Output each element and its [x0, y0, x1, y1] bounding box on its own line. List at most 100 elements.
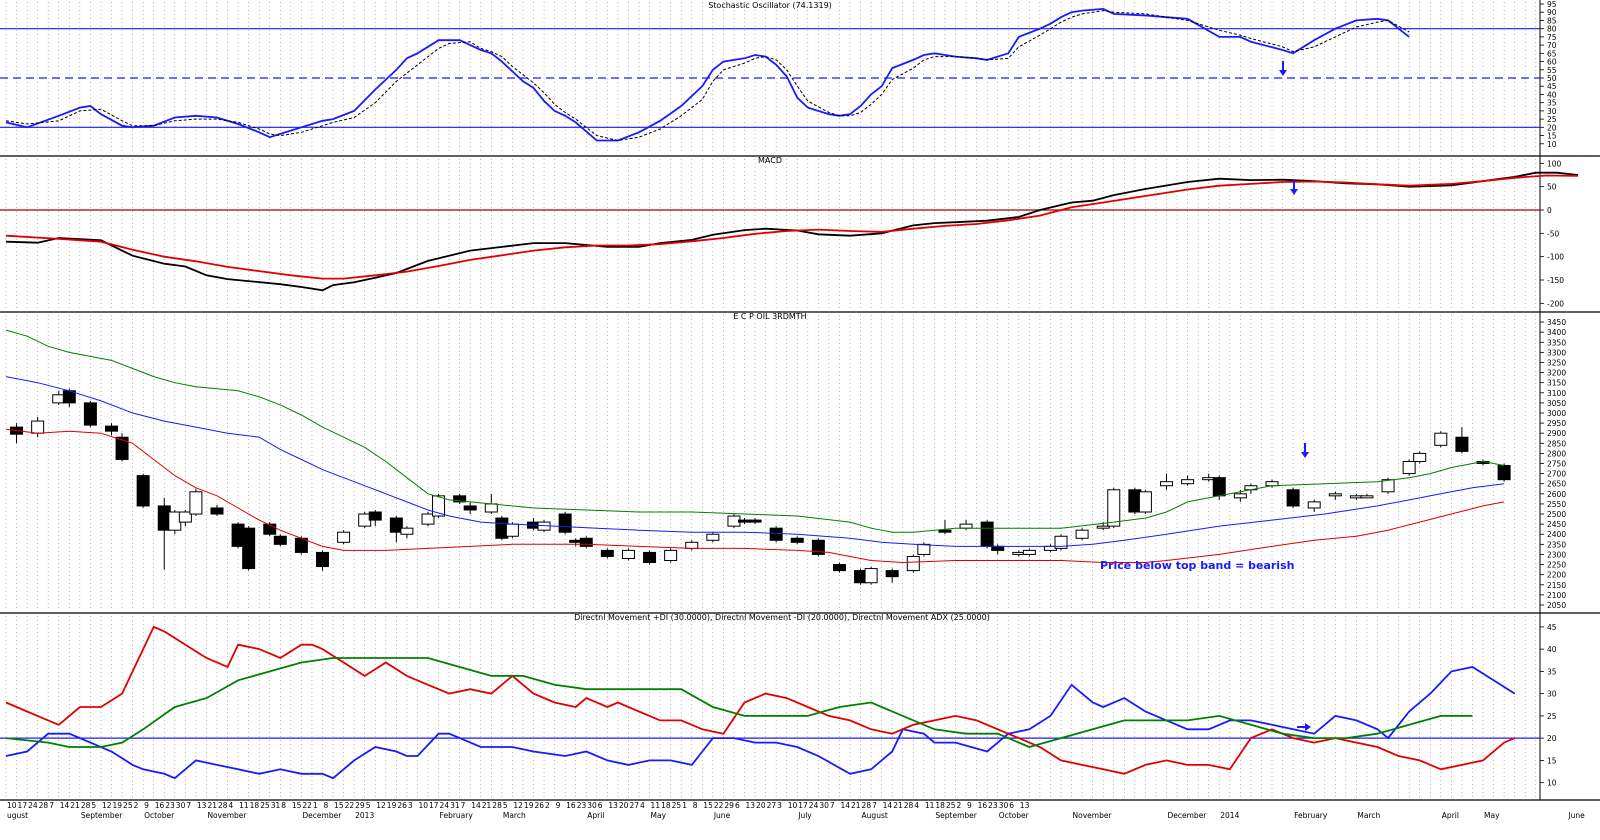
series-line [5, 376, 1505, 547]
y-tick-label: 35 [1547, 99, 1557, 108]
x-tick-label: 12 [376, 801, 386, 810]
x-tick-label: 6 [598, 801, 603, 810]
candle-body [421, 513, 435, 525]
x-tick-label: 14 [471, 801, 481, 810]
candle-body [906, 555, 920, 572]
x-tick-label: 6 [1009, 801, 1014, 810]
axis-layer: 9590858075706560555045403530252015101005… [7, 0, 1585, 820]
y-tick-label: 2550 [1547, 500, 1566, 509]
arrow-head [1305, 723, 1311, 731]
candle-body [621, 549, 635, 559]
x-tick-label: 20 [756, 801, 766, 810]
x-tick-label: 30 [999, 801, 1009, 810]
x-tick-label: 8 [281, 801, 286, 810]
x-tick-label: 24 [809, 801, 819, 810]
x-tick-label: 11 [925, 801, 935, 810]
candle-body [1212, 477, 1226, 497]
y-tick-label: 25 [1547, 712, 1557, 721]
x-month-label: November [207, 811, 247, 820]
x-tick-label: 4 [914, 801, 919, 810]
x-tick-label: 21 [482, 801, 492, 810]
y-tick-label: 100 [1547, 159, 1562, 168]
candle-body [505, 523, 519, 537]
series-line [5, 625, 1516, 775]
x-month-label: June [1567, 811, 1585, 820]
x-tick-label: 8 [324, 801, 329, 810]
x-tick-label: 23 [988, 801, 998, 810]
y-tick-label: -100 [1547, 253, 1564, 262]
x-tick-label: 7 [461, 801, 466, 810]
candle-body [811, 539, 825, 555]
x-tick-label: 28 [862, 801, 872, 810]
x-tick-label: 28 [904, 801, 914, 810]
x-month-label: September [81, 811, 123, 820]
x-month-label: December [1168, 811, 1208, 820]
series-layer [5, 7, 1579, 780]
x-tick-label: 13 [608, 801, 618, 810]
y-tick-label: 45 [1547, 623, 1557, 632]
y-tick-label: 2100 [1547, 591, 1566, 600]
x-tick-label: 16 [978, 801, 988, 810]
candle-body [664, 549, 678, 562]
x-tick-label: 24 [28, 801, 38, 810]
x-tick-label: 7 [186, 801, 191, 810]
x-month-label: September [935, 811, 977, 820]
y-tick-label: 10 [1547, 140, 1557, 149]
arrow-marker [1297, 723, 1311, 731]
x-tick-label: 19 [387, 801, 397, 810]
series-line [5, 657, 1473, 748]
candle-body [1181, 479, 1195, 485]
candle-body [706, 533, 720, 541]
x-tick-label: 14 [60, 801, 70, 810]
y-tick-label: 0 [1547, 206, 1552, 215]
y-tick-label: 85 [1547, 16, 1557, 25]
candle-body [790, 537, 804, 543]
grid-layer [0, 0, 1600, 801]
x-tick-label: 14 [883, 801, 893, 810]
y-tick-label: 2650 [1547, 480, 1566, 489]
y-tick-label: 35 [1547, 667, 1557, 676]
candle-body [83, 402, 97, 426]
x-tick-label: 21 [70, 801, 80, 810]
x-tick-label: 26 [397, 801, 407, 810]
x-tick-label: 18 [661, 801, 671, 810]
y-tick-label: -50 [1547, 229, 1559, 238]
y-tick-label: 2050 [1547, 601, 1566, 610]
candle-body [389, 517, 403, 533]
y-tick-label: -150 [1547, 276, 1564, 285]
candle-body [832, 564, 846, 572]
x-tick-label: 30 [819, 801, 829, 810]
x-tick-label: 27 [629, 801, 639, 810]
x-tick-label: 12 [102, 801, 112, 810]
candle-body [484, 503, 498, 513]
candle-body [115, 436, 129, 460]
candle-body [1307, 501, 1321, 509]
x-tick-label: 2 [134, 801, 139, 810]
x-tick-label: 11 [651, 801, 661, 810]
candle-body [991, 545, 1005, 551]
y-tick-label: 80 [1547, 25, 1557, 34]
x-tick-label: 16 [155, 801, 165, 810]
y-tick-label: 90 [1547, 8, 1557, 17]
candle-body [136, 475, 150, 507]
x-tick-label: 20 [619, 801, 629, 810]
x-tick-label: 16 [566, 801, 576, 810]
candle-body [400, 527, 414, 535]
candle-body [1381, 479, 1395, 493]
y-tick-label: 50 [1547, 74, 1557, 83]
x-tick-label: 3 [408, 801, 413, 810]
y-tick-label: 10 [1547, 779, 1557, 788]
x-tick-label: 10 [418, 801, 428, 810]
x-tick-label: 28 [492, 801, 502, 810]
candle-body [105, 425, 118, 432]
x-tick-label: 5 [503, 801, 508, 810]
x-tick-label: 25 [946, 801, 956, 810]
y-tick-label: 30 [1547, 107, 1557, 116]
x-tick-label: 17 [429, 801, 439, 810]
candle-body [1022, 549, 1036, 555]
series-line [5, 10, 1410, 142]
x-month-label: August [862, 811, 888, 820]
candle-body [917, 543, 931, 555]
candle-body [600, 549, 614, 557]
